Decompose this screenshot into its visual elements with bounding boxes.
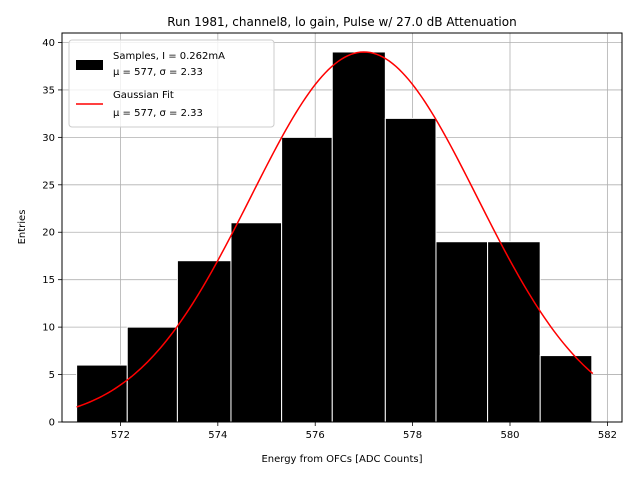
plot-frame: [61, 32, 623, 423]
y-tick-label: 20: [42, 228, 55, 239]
legend-stats-samples: μ = 577, σ = 2.33: [113, 67, 203, 78]
histogram-bar: [539, 355, 593, 423]
histogram-bars: [76, 51, 593, 423]
y-tick-label: 0: [49, 418, 55, 429]
x-tick-label: 572: [111, 430, 130, 441]
x-axis-label: Energy from OFCs [ADC Counts]: [261, 454, 422, 465]
y-tick-label: 15: [42, 275, 55, 286]
legend-stats-fit: μ = 577, σ = 2.33: [113, 108, 203, 119]
histogram-bar: [76, 364, 128, 423]
fit-curve-layer: [76, 51, 594, 408]
x-tick-label: 580: [500, 430, 519, 441]
histogram-bar: [331, 51, 386, 423]
x-tick-label: 578: [403, 430, 422, 441]
legend: Samples, I = 0.262mA μ = 577, σ = 2.33 G…: [68, 39, 275, 128]
histogram-bar: [435, 241, 489, 423]
y-axis-label: Entries: [17, 210, 28, 245]
y-tick-label: 30: [42, 133, 55, 144]
x-axis-ticks: 572 574 576 578 580 582: [111, 422, 617, 441]
histogram-bar: [487, 241, 541, 423]
histogram-bar: [230, 222, 283, 423]
y-tick-label: 25: [42, 180, 55, 191]
x-tick-label: 582: [598, 430, 617, 441]
chart-title: Run 1981, channel8, lo gain, Pulse w/ 27…: [167, 15, 516, 29]
x-tick-label: 576: [306, 430, 325, 441]
y-tick-label: 5: [49, 370, 55, 381]
legend-label-samples: Samples, I = 0.262mA: [113, 51, 225, 62]
histogram-bar: [281, 136, 333, 423]
histogram-bar: [384, 117, 437, 423]
histogram-bar: [126, 326, 178, 423]
y-tick-label: 40: [42, 38, 55, 49]
legend-label-fit: Gaussian Fit: [113, 90, 174, 101]
gaussian-fit-curve: [76, 51, 594, 408]
y-tick-label: 35: [42, 85, 55, 96]
y-axis-ticks: 0 5 10 15 20 25 30 35 40: [42, 38, 62, 429]
histogram-bar: [176, 260, 232, 423]
legend-box: [68, 39, 275, 128]
x-tick-label: 574: [208, 430, 227, 441]
legend-swatch-samples: [76, 60, 103, 70]
y-tick-label: 10: [42, 323, 55, 334]
